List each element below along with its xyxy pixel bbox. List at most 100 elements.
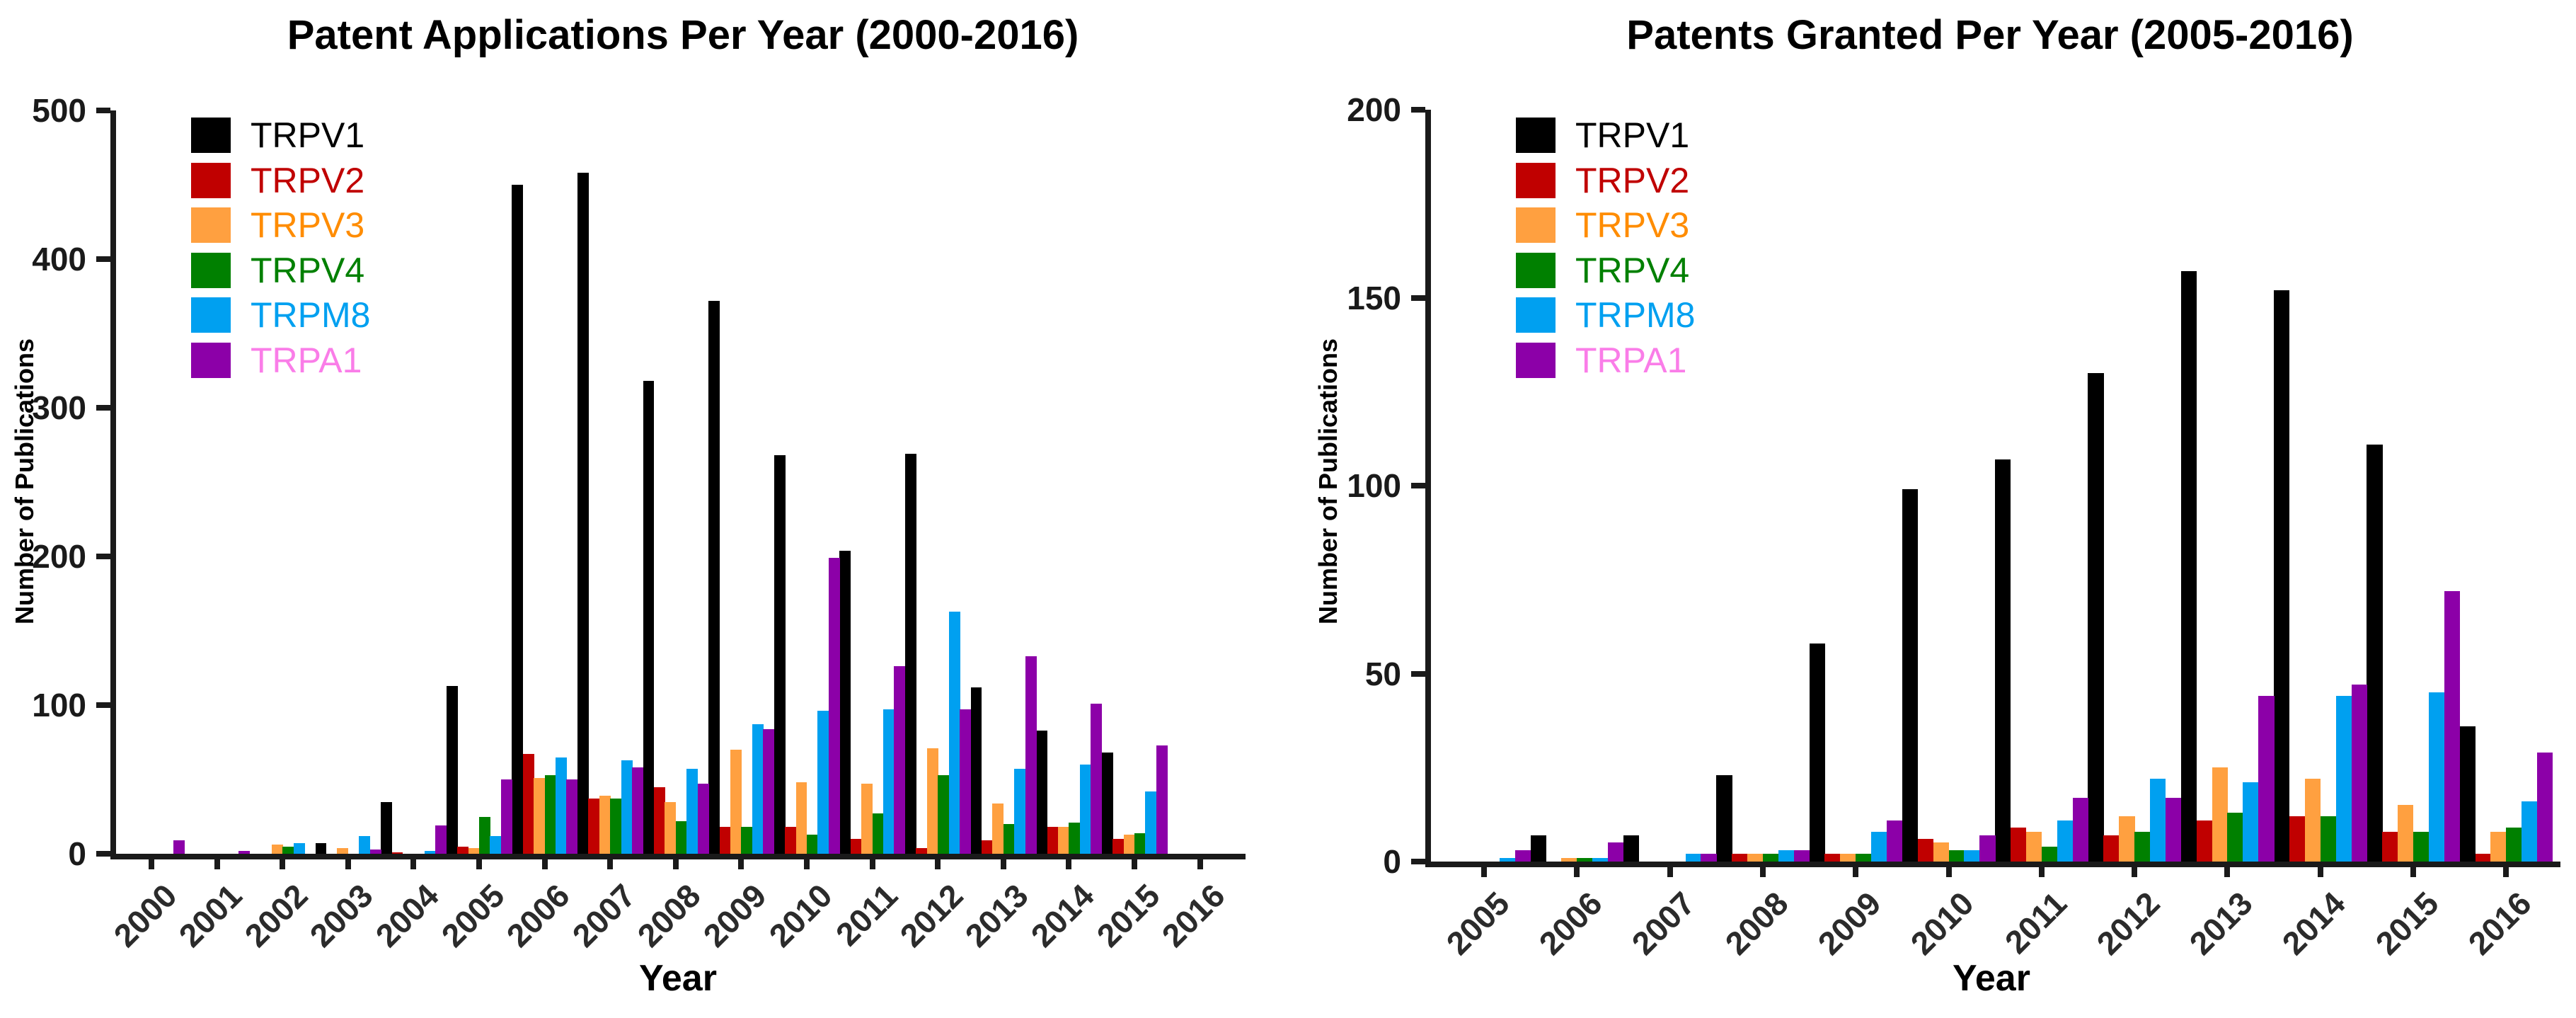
legend-item-trpv4: TRPV4 xyxy=(191,250,488,290)
x-tick-label-year: 2007 xyxy=(1624,884,1702,962)
bar-trpv3-2016 xyxy=(2490,831,2507,862)
x-tick-label-year: 2004 xyxy=(368,876,446,954)
bar-trpv3-2006 xyxy=(1561,857,1577,862)
bar-trpv4-2015 xyxy=(2413,831,2430,862)
x-tick-label-year: 2013 xyxy=(2182,884,2260,962)
bar-trpa1-2015 xyxy=(2444,590,2461,862)
bar-trpv2-2005 xyxy=(457,846,469,854)
bar-trpv1-2014 xyxy=(2274,290,2290,862)
legend-item-trpa1: TRPA1 xyxy=(191,340,488,380)
legend-label-trpm8: TRPM8 xyxy=(1575,295,1696,335)
bar-trpv4-2008 xyxy=(1762,854,1779,862)
x-tick-label-year: 2015 xyxy=(2368,884,2446,962)
bar-trpa1-2013 xyxy=(1025,656,1037,854)
x-tick-label-year: 2012 xyxy=(892,876,970,954)
bar-trpv1-2015 xyxy=(1101,753,1113,854)
bar-trpv1-2008 xyxy=(643,381,655,854)
bar-trpm8-2011 xyxy=(883,709,895,854)
legend-label-trpv2: TRPV2 xyxy=(251,160,365,200)
y-tick-mark xyxy=(1411,483,1425,488)
y-axis-line xyxy=(110,110,116,859)
x-tick-mark xyxy=(1481,867,1487,877)
y-tick-label: 200 xyxy=(1347,91,1401,128)
bar-trpv4-2009 xyxy=(1856,854,1872,862)
y-tick-mark xyxy=(1411,859,1425,864)
chart-title: Patents Granted Per Year (2005-2016) xyxy=(1626,12,2354,58)
bar-trpa1-2006 xyxy=(566,779,578,854)
bar-trpv2-2011 xyxy=(2011,828,2027,862)
bar-trpv1-2013 xyxy=(970,687,982,854)
bar-trpm8-2014 xyxy=(2335,696,2352,862)
bar-trpv4-2005 xyxy=(479,816,490,854)
bar-trpv1-2012 xyxy=(904,454,916,854)
y-tick-mark xyxy=(96,256,110,262)
bar-trpv1-2004 xyxy=(381,801,393,854)
bar-trpv2-2007 xyxy=(588,799,600,854)
x-tick-label-year: 2006 xyxy=(1531,884,1609,962)
bar-trpm8-2006 xyxy=(556,757,567,854)
legend-label-trpv4: TRPV4 xyxy=(1575,250,1690,290)
legend-swatch-trpm8 xyxy=(1516,297,1556,333)
legend-label-trpv3: TRPV3 xyxy=(251,205,365,245)
bar-trpv1-2015 xyxy=(2367,444,2383,862)
bar-trpv2-2008 xyxy=(1732,854,1748,862)
legend-label-trpv4: TRPV4 xyxy=(251,250,365,290)
bar-trpv3-2014 xyxy=(1057,827,1069,854)
bar-trpa1-2006 xyxy=(1608,842,1624,862)
x-tick-mark xyxy=(476,859,482,869)
bar-trpv2-2012 xyxy=(916,847,928,854)
bar-trpv2-2013 xyxy=(2196,820,2212,862)
bar-trpv1-2009 xyxy=(708,300,720,854)
x-axis-line xyxy=(1425,862,2560,867)
bar-trpv3-2006 xyxy=(534,777,546,854)
bar-trpm8-2007 xyxy=(621,760,633,854)
y-tick-mark xyxy=(96,554,110,559)
x-tick-mark xyxy=(1945,867,1952,877)
bar-trpv1-2009 xyxy=(1809,644,1825,862)
y-tick-label: 0 xyxy=(68,835,86,872)
bar-trpv1-2010 xyxy=(1902,489,1919,862)
bar-trpv1-2010 xyxy=(774,455,786,854)
legend-label-trpa1: TRPA1 xyxy=(251,340,362,380)
x-tick-mark xyxy=(2224,867,2231,877)
legend-item-trpv3: TRPV3 xyxy=(191,207,488,243)
bar-trpv4-2002 xyxy=(282,846,294,854)
chart-title: Patent Applications Per Year (2000-2016) xyxy=(287,12,1079,58)
x-tick-label-year: 2005 xyxy=(434,876,512,954)
bar-trpv3-2008 xyxy=(1747,854,1764,862)
y-tick-mark xyxy=(1411,294,1425,301)
bar-trpm8-2008 xyxy=(1778,850,1795,862)
bar-trpv1-2011 xyxy=(1995,459,2011,862)
legend-swatch-trpv4 xyxy=(1516,252,1556,288)
x-tick-label-year: 2014 xyxy=(1023,876,1101,954)
bar-trpv4-2014 xyxy=(1069,822,1081,854)
y-tick-label: 500 xyxy=(32,92,86,129)
x-tick-label-year: 2001 xyxy=(171,876,249,954)
bar-trpv4-2011 xyxy=(2041,846,2058,862)
bar-trpv4-2010 xyxy=(807,834,818,854)
bar-trpm8-2004 xyxy=(424,850,436,854)
bar-trpv1-2003 xyxy=(315,843,327,854)
y-axis-line xyxy=(1425,110,1431,867)
x-tick-label-year: 2011 xyxy=(828,876,904,953)
x-tick-mark xyxy=(1000,859,1006,869)
bar-trpv2-2011 xyxy=(850,839,862,854)
x-tick-label-year: 2008 xyxy=(1718,884,1795,962)
bar-trpa1-2008 xyxy=(1793,850,1810,862)
x-tick-label-year: 2005 xyxy=(1439,884,1517,962)
bar-trpv3-2003 xyxy=(337,847,349,854)
x-tick-mark xyxy=(935,859,941,869)
bar-trpv2-2015 xyxy=(1112,839,1125,854)
bar-trpa1-2010 xyxy=(828,558,840,854)
bar-trpv2-2010 xyxy=(1917,839,1934,862)
bar-trpv3-2011 xyxy=(861,784,873,854)
bar-trpv4-2015 xyxy=(1134,833,1146,854)
x-tick-mark xyxy=(214,859,220,869)
bar-trpv3-2008 xyxy=(665,801,677,854)
x-tick-mark xyxy=(541,859,548,869)
x-tick-mark xyxy=(280,859,286,869)
bar-trpv4-2016 xyxy=(2506,828,2522,862)
bar-trpv2-2013 xyxy=(981,840,993,854)
bar-trpm8-2008 xyxy=(686,769,698,854)
legend-swatch-trpv2 xyxy=(1516,162,1556,198)
